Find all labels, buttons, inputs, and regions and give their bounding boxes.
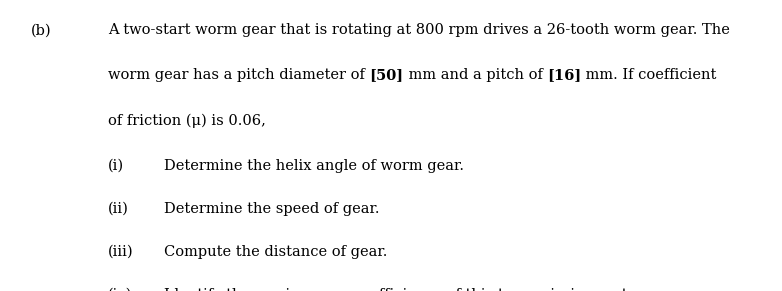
Text: (iv): (iv)	[108, 288, 132, 291]
Text: Identify the maximum gear efficiency of this transmission system.: Identify the maximum gear efficiency of …	[164, 288, 655, 291]
Text: mm. If coefficient: mm. If coefficient	[581, 68, 716, 82]
Text: Compute the distance of gear.: Compute the distance of gear.	[164, 245, 388, 259]
Text: of friction (μ) is 0.06,: of friction (μ) is 0.06,	[108, 113, 266, 128]
Text: (iii): (iii)	[108, 245, 134, 259]
Text: Determine the speed of gear.: Determine the speed of gear.	[164, 202, 380, 216]
Text: A two-start worm gear that is rotating at 800 rpm drives a 26-tooth worm gear. T: A two-start worm gear that is rotating a…	[108, 23, 730, 37]
Text: (ii): (ii)	[108, 202, 129, 216]
Text: [50]: [50]	[369, 68, 404, 82]
Text: mm and a pitch of: mm and a pitch of	[404, 68, 547, 82]
Text: (b): (b)	[31, 23, 52, 37]
Text: (i): (i)	[108, 159, 124, 173]
Text: worm gear has a pitch diameter of: worm gear has a pitch diameter of	[108, 68, 369, 82]
Text: [16]: [16]	[547, 68, 581, 82]
Text: Determine the helix angle of worm gear.: Determine the helix angle of worm gear.	[164, 159, 465, 173]
